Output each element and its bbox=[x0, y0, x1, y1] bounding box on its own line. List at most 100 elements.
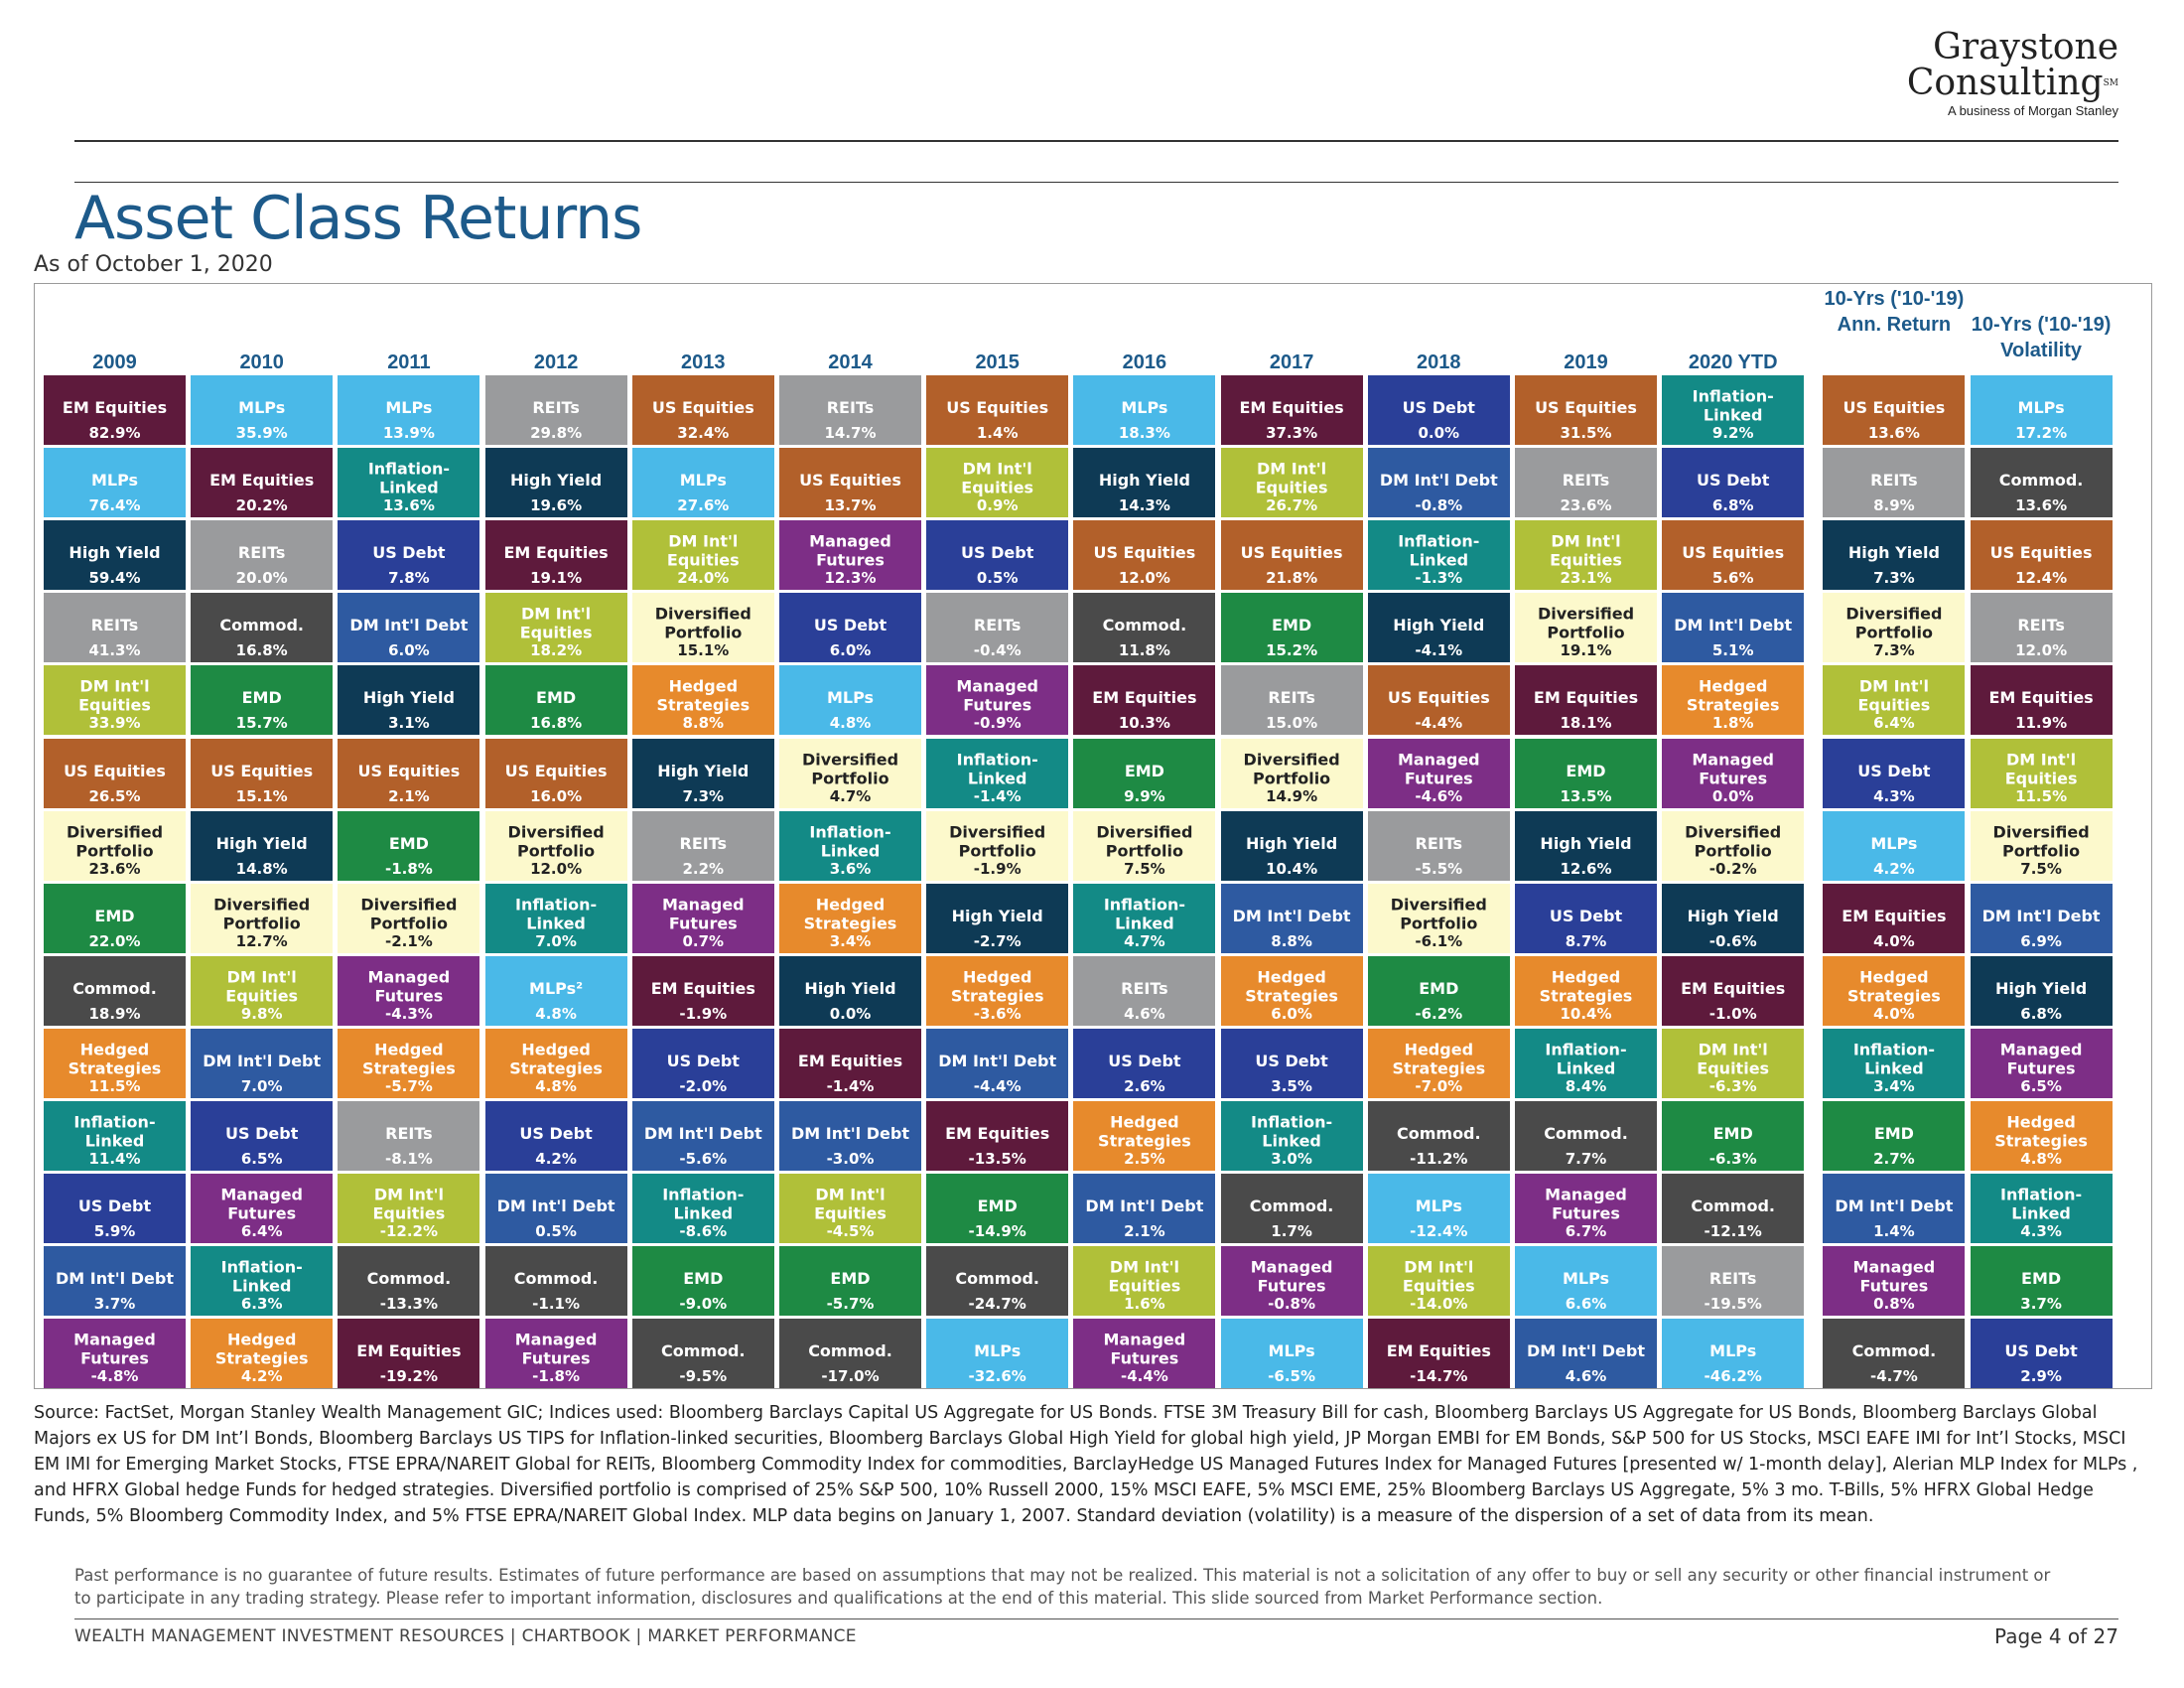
asset-name: MLPs bbox=[385, 398, 433, 418]
asset-cell: Commod. -17.0% bbox=[779, 1319, 921, 1389]
asset-name: EMD bbox=[1272, 616, 1312, 635]
asset-name: High Yield bbox=[215, 833, 308, 853]
asset-cell: EMD -1.8% bbox=[338, 810, 480, 881]
asset-return: 23.1% bbox=[1560, 569, 1612, 588]
asset-cell: EM Equities -1.4% bbox=[779, 1028, 921, 1098]
asset-return: 6.9% bbox=[2020, 931, 2062, 950]
asset-name: EMD bbox=[1419, 979, 1459, 999]
asset-return: 4.8% bbox=[829, 714, 872, 733]
asset-cell: MLPs 6.6% bbox=[1515, 1246, 1657, 1317]
asset-name: EM Equities bbox=[945, 1124, 1050, 1144]
asset-name: DM Int'l Debt bbox=[1232, 906, 1351, 925]
asset-cell: DM Int'l Equities 26.7% bbox=[1220, 448, 1363, 518]
asset-cell: EM Equities -13.5% bbox=[926, 1101, 1069, 1171]
asset-cell: DM Int'l Equities 9.8% bbox=[191, 955, 334, 1026]
asset-return: 0.5% bbox=[535, 1222, 577, 1241]
asset-cell: Diversified Portfolio 15.1% bbox=[631, 593, 774, 663]
top-rule bbox=[74, 140, 2118, 142]
asset-cell: REITs 41.3% bbox=[44, 593, 186, 663]
asset-cell: EMD 2.7% bbox=[1823, 1101, 1966, 1171]
asset-name: US Debt bbox=[1857, 761, 1931, 780]
asset-cell: Commod. 18.9% bbox=[44, 955, 186, 1026]
asset-cell: DM Int'l Equities 18.2% bbox=[484, 593, 627, 663]
asset-return: 2.1% bbox=[388, 786, 430, 805]
asset-cell: Commod. -9.5% bbox=[631, 1319, 774, 1389]
asset-name: Hedged Strategies bbox=[656, 676, 751, 715]
asset-cell: EM Equities 37.3% bbox=[1220, 375, 1363, 445]
asset-return: 15.1% bbox=[235, 786, 288, 805]
asset-cell: US Debt 7.8% bbox=[338, 520, 480, 591]
asset-cell: REITs 2.2% bbox=[631, 810, 774, 881]
asset-cell: DM Int'l Equities -12.2% bbox=[338, 1174, 480, 1244]
asset-return: 6.4% bbox=[240, 1222, 283, 1241]
asset-name: MLPs bbox=[679, 471, 727, 491]
asset-name: EM Equities bbox=[1092, 688, 1197, 708]
asset-cell: Hedged Strategies 11.5% bbox=[44, 1028, 186, 1098]
asset-return: 4.2% bbox=[240, 1367, 283, 1386]
asset-cell: US Equities 16.0% bbox=[484, 738, 627, 808]
asset-return: -6.1% bbox=[1415, 931, 1463, 950]
asset-return: -6.2% bbox=[1415, 1004, 1463, 1023]
asset-cell: Inflation-Linked 3.6% bbox=[779, 810, 921, 881]
asset-return: 76.4% bbox=[88, 496, 141, 515]
asset-name: Managed Futures bbox=[367, 967, 451, 1006]
asset-cell: DM Int'l Equities 24.0% bbox=[631, 520, 774, 591]
asset-return: -6.3% bbox=[1708, 1076, 1757, 1095]
asset-return: 7.5% bbox=[2020, 859, 2062, 878]
asset-name: Hedged Strategies bbox=[803, 895, 897, 933]
asset-return: 6.5% bbox=[2020, 1076, 2062, 1095]
asset-cell: MLPs 4.8% bbox=[779, 665, 921, 736]
asset-name: Inflation-Linked bbox=[1545, 1040, 1627, 1078]
logo-line1: Graystone bbox=[1933, 27, 2118, 68]
asset-return: 6.0% bbox=[829, 641, 872, 660]
asset-name: Managed Futures bbox=[514, 1330, 598, 1368]
asset-cell: EMD -6.3% bbox=[1662, 1101, 1805, 1171]
logo-line2: ConsultingSM bbox=[1907, 66, 2118, 101]
asset-name: US Debt bbox=[666, 1052, 740, 1071]
asset-return: 8.4% bbox=[1565, 1076, 1607, 1095]
asset-name: DM Int'l Equities bbox=[961, 459, 1034, 497]
asset-cell: REITs -5.5% bbox=[1367, 810, 1510, 881]
asset-return: 16.8% bbox=[235, 641, 288, 660]
asset-cell: MLPs 35.9% bbox=[191, 375, 334, 445]
asset-return: -9.5% bbox=[679, 1367, 728, 1386]
asset-cell: Managed Futures 0.8% bbox=[1823, 1246, 1966, 1317]
asset-cell: REITs 14.7% bbox=[779, 375, 921, 445]
asset-cell: US Debt 6.0% bbox=[779, 593, 921, 663]
asset-cell: REITs 8.9% bbox=[1823, 448, 1966, 518]
asset-return: 9.2% bbox=[1711, 424, 1754, 442]
asset-cell: US Equities 1.4% bbox=[926, 375, 1069, 445]
asset-cell: Diversified Portfolio 4.7% bbox=[779, 738, 921, 808]
asset-return: -1.4% bbox=[973, 786, 1022, 805]
asset-return: 16.0% bbox=[530, 786, 583, 805]
asset-name: Commod. bbox=[955, 1269, 1039, 1289]
asset-return: -0.2% bbox=[1708, 859, 1757, 878]
asset-name: DM Int'l Equities bbox=[519, 604, 593, 642]
asset-return: 32.4% bbox=[677, 424, 730, 442]
asset-cell: Inflation-Linked 8.4% bbox=[1515, 1028, 1657, 1098]
asset-cell: MLPs -12.4% bbox=[1367, 1174, 1510, 1244]
asset-return: 5.6% bbox=[1711, 569, 1754, 588]
asset-cell: EMD -9.0% bbox=[631, 1246, 774, 1317]
asset-return: -11.2% bbox=[1410, 1150, 1468, 1168]
asset-name: DM Int'l Equities bbox=[2004, 749, 2078, 787]
asset-return: 3.1% bbox=[388, 714, 430, 733]
asset-return: 0.0% bbox=[1418, 424, 1460, 442]
asset-return: 4.6% bbox=[1565, 1367, 1607, 1386]
asset-name: DM Int'l Debt bbox=[56, 1269, 174, 1289]
asset-cell: REITs 12.0% bbox=[1970, 593, 2113, 663]
asset-cell: Managed Futures -0.8% bbox=[1220, 1246, 1363, 1317]
asset-cell: Commod. -1.1% bbox=[484, 1246, 627, 1317]
column-header: 2013 bbox=[681, 352, 726, 373]
asset-return: -12.2% bbox=[379, 1222, 439, 1241]
asset-cell: US Equities 13.7% bbox=[779, 448, 921, 518]
asset-return: 13.6% bbox=[1867, 424, 1920, 442]
asset-return: 2.5% bbox=[1124, 1150, 1165, 1168]
column-header: 2014 bbox=[828, 352, 873, 373]
asset-cell: Commod. -13.3% bbox=[338, 1246, 480, 1317]
asset-return: 17.2% bbox=[2015, 424, 2068, 442]
asset-name: REITs bbox=[679, 833, 728, 853]
asset-return: 12.3% bbox=[824, 569, 877, 588]
asset-cell: DM Int'l Debt 8.8% bbox=[1220, 883, 1363, 953]
asset-return: 8.8% bbox=[682, 714, 725, 733]
